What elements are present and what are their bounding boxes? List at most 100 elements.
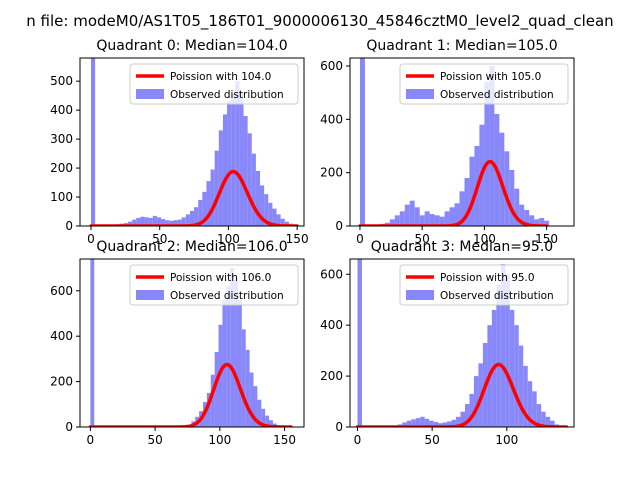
histogram-bar [169,220,174,226]
legend-label-observed: Observed distribution [170,290,284,302]
legend-patch-swatch [406,290,434,300]
histogram-bar [460,411,465,427]
histogram-bar [206,392,211,427]
y-tick-label: 400 [50,103,73,117]
histogram-bar [429,214,435,226]
histogram-bar [514,325,519,427]
histogram-bar [414,207,420,226]
histogram-bar [454,203,460,226]
histogram-bar [449,207,455,226]
histogram-bar [389,219,395,226]
histogram-bar [210,169,215,226]
histogram-bar [504,151,510,226]
histogram-bar [406,420,412,427]
histogram-bar [529,215,535,226]
histogram-bar [251,153,256,226]
axes-frame [79,57,305,227]
histogram-bar [210,374,215,427]
histogram-bar [447,421,452,427]
poisson-curve-line [355,362,569,427]
histogram-bar [218,130,223,226]
histogram-bar [359,58,365,226]
histogram-bar [231,94,236,226]
x-tick-label: 150 [286,232,309,246]
x-tick-label: 100 [473,232,496,246]
y-tick-label: 400 [320,318,343,332]
histogram-bar [550,420,555,427]
x-tick-label: 100 [495,433,518,447]
histogram-bar [264,194,269,226]
histogram-bar [402,422,407,427]
histogram-bar [399,211,405,226]
histogram-bar [519,204,525,226]
axes-frame [349,258,575,428]
legend-label-poisson: Poission with 105.0 [440,71,541,83]
y-tick-label: 0 [65,219,73,233]
histogram-bar [420,416,425,427]
histogram-bar [280,218,285,226]
histogram-bar [424,418,430,427]
histogram-bar [189,210,195,226]
histogram-bar [442,422,448,427]
histogram-bar [161,219,166,226]
poisson-curve-line [88,362,293,427]
histogram-bar [214,352,219,427]
panel-title: Quadrant 2: Median=106.0 [96,239,287,255]
histogram-bar [181,217,186,226]
histogram-bar [434,215,440,226]
y-tick-label: 0 [335,219,343,233]
histogram-bar [415,418,421,427]
histogram-bar [357,259,362,427]
panel-title: Quadrant 0: Median=104.0 [96,38,287,54]
legend-label-observed: Observed distribution [440,89,554,101]
axes-frame [79,258,305,428]
histogram-bar [260,185,265,226]
legend-box [129,63,299,105]
histogram-bar [268,202,273,226]
histogram-bar [257,399,262,427]
histogram-bar [523,365,528,427]
y-tick-label: 400 [320,112,343,126]
histogram-bar [469,156,475,226]
histogram-bar [247,133,252,226]
histogram-bar [222,299,227,427]
histogram-bar [509,309,515,427]
y-tick-label: 600 [50,284,73,298]
histogram-bar [464,404,470,427]
legend-label-observed: Observed distribution [170,89,284,101]
histogram-bar [177,219,182,226]
x-tick-label: 50 [424,433,439,447]
histogram-bar [165,220,170,226]
histogram-bar [237,299,242,427]
histogram-bar [505,274,510,427]
x-tick-label: 50 [147,433,162,447]
histogram-bar [484,82,490,226]
histogram-bar [459,191,465,226]
x-tick-label: 0 [87,232,95,246]
histogram-bar [206,181,211,226]
histogram-bar [235,81,240,226]
legend-label-poisson: Poission with 106.0 [170,272,271,284]
chart-panel-1: 0 50 100 150 0 200 400 600 Quadrant 1: Median=10… [320,38,575,246]
legend-patch-swatch [406,89,434,99]
histogram-bar [265,415,270,427]
histogram-bar [532,391,537,427]
histogram-bar [541,411,546,427]
histogram-bar [243,115,248,226]
histogram-bar [234,279,238,427]
histogram-bar [222,114,228,226]
histogram-bar [539,218,545,226]
histogram-bar [136,217,141,226]
histogram-bar [276,214,281,226]
histogram-bar [419,215,425,226]
x-tick-label: 100 [217,232,240,246]
histogram-bar [253,386,258,427]
figure-suptitle: n file: modeM0/AS1T05_186T01_9000006130_… [26,12,613,31]
histogram-bar [198,199,203,226]
histogram-bar [500,264,506,427]
y-tick-label: 400 [50,329,73,343]
legend: Poission with 104.0 Observed distribution [129,63,299,105]
histogram-bar [202,191,207,226]
y-tick-label: 600 [320,59,343,73]
y-tick-label: 500 [50,74,73,88]
